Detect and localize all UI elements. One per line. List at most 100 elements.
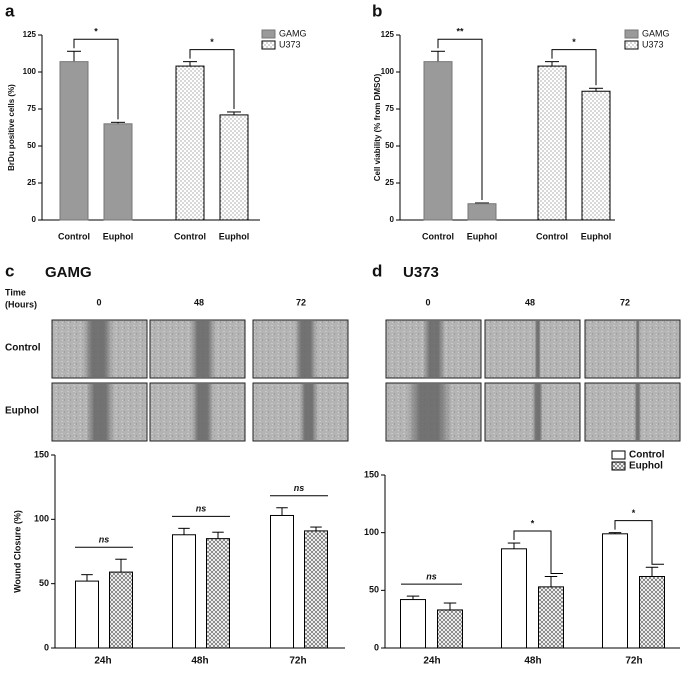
panel-letter: d [372,261,382,280]
bar [537,65,567,221]
y-tick-label: 100 [364,527,379,537]
wound-gap [406,384,452,440]
x-tick-label: Control [536,231,568,241]
significance: * [531,518,535,528]
legend-label: Euphol [629,461,663,472]
bar [304,530,328,649]
bar [103,123,133,221]
wound-gap [299,384,318,440]
y-tick-label: 50 [27,141,36,150]
bracket [73,38,119,120]
y-tick-label: 125 [381,30,395,39]
legend-swatch [611,450,626,460]
bracket [614,520,664,565]
x-tick-label: Euphol [219,231,250,241]
grid-title: GAMG [45,264,92,281]
bar [400,599,426,649]
x-tick-label: Control [422,231,454,241]
y-tick-label: 0 [374,642,379,652]
micrograph [484,382,581,442]
wound-gap [294,321,317,377]
significance: * [94,27,98,37]
bar [172,534,196,649]
significance: ** [456,27,464,37]
bar [206,538,230,649]
y-tick-label: 50 [39,578,49,588]
bracket [189,49,235,109]
significance: * [572,37,576,47]
x-tick-label: Euphol [103,231,134,241]
bar [423,61,453,221]
y-tick-label: 25 [27,178,36,187]
x-tick-label: 72h [289,656,306,667]
bar [602,533,628,649]
micrograph [584,382,681,442]
y-tick-label: 25 [385,178,394,187]
bar [639,575,665,649]
bar [270,514,294,649]
bar [501,548,527,649]
y-tick-label: 75 [385,104,394,113]
x-tick-label: 72h [625,656,642,667]
x-tick-label: Euphol [581,231,612,241]
wound-gap [634,384,641,440]
bar [75,580,99,649]
wound-gap [83,321,114,377]
significance: ns [196,504,207,514]
bar [109,571,133,649]
bar [219,114,249,221]
bar [581,90,611,221]
legend-label: GAMG [279,28,307,38]
time-header: Time [5,287,26,297]
bar [175,65,205,221]
x-tick-label: 24h [94,656,111,667]
bracket [551,49,597,86]
y-tick-label: 50 [369,585,379,595]
x-tick-label: Control [174,231,206,241]
panel-letter: a [5,1,15,20]
time-label: 48 [525,297,535,307]
y-tick-label: 100 [381,67,395,76]
wound-gap [532,384,543,440]
y-tick-label: 100 [23,67,37,76]
time-label: 0 [425,297,430,307]
significance: ns [426,571,437,581]
y-tick-label: 0 [44,642,49,652]
bar [538,586,564,649]
time-label: 48 [194,297,204,307]
bracket [437,38,483,200]
bar [59,61,89,221]
wound-gap [534,321,541,377]
y-axis-label: Wound Closure (%) [12,510,22,593]
legend-swatch [624,29,639,39]
wound-gap [423,321,445,377]
wound-gap [190,321,216,377]
time-label: 72 [620,297,630,307]
y-tick-label: 100 [34,514,49,524]
time-label: 72 [296,297,306,307]
legend-label: U373 [279,39,301,49]
micrograph [484,319,581,379]
legend-label: GAMG [642,28,670,38]
significance: ns [99,535,110,545]
legend-label: U373 [642,39,664,49]
wound-gap [635,321,640,377]
legend-swatch [261,29,276,39]
time-label: 0 [96,297,101,307]
y-tick-label: 0 [32,215,37,224]
wound-gap [191,384,214,440]
legend-swatch [624,40,639,50]
x-tick-label: 24h [423,656,440,667]
y-tick-label: 75 [27,104,36,113]
x-tick-label: 48h [524,656,541,667]
grid-title: U373 [403,264,439,281]
significance: ns [294,483,305,493]
x-tick-label: Euphol [467,231,498,241]
y-axis-label: BrDu positive cells (%) [7,84,16,171]
wound-gap [86,384,114,440]
y-tick-label: 50 [385,141,394,150]
bar [467,203,497,221]
x-tick-label: 48h [191,656,208,667]
panel-letter: c [5,261,14,280]
y-tick-label: 125 [23,30,37,39]
